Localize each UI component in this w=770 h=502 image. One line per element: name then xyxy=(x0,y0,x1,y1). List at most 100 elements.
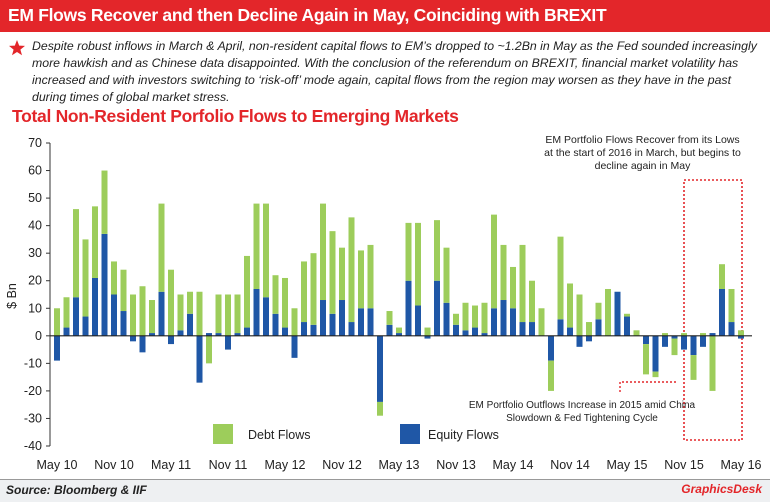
x-tick-label: May 11 xyxy=(151,458,191,472)
bar-segment xyxy=(567,327,573,336)
bar-segment xyxy=(595,319,602,336)
x-tick-label: Nov 11 xyxy=(209,458,248,472)
bar-segment xyxy=(111,294,117,336)
bar-segment xyxy=(158,203,165,292)
bar-segment xyxy=(614,291,621,336)
legend-swatch xyxy=(400,424,420,444)
bar-segment xyxy=(358,250,364,309)
bar-segment xyxy=(700,333,706,336)
legend-label: Debt Flows xyxy=(248,428,311,442)
bar-segment xyxy=(101,170,108,234)
bar-segment xyxy=(576,294,583,336)
x-tick-label: Nov 14 xyxy=(550,458,590,472)
bar-segment xyxy=(424,327,431,336)
bar-segment xyxy=(291,335,298,358)
bar-segment xyxy=(120,311,127,336)
title-banner xyxy=(0,0,770,32)
bar-segment xyxy=(709,333,716,336)
bar-segment xyxy=(481,302,488,334)
bar-segment xyxy=(434,220,440,281)
bar-segment xyxy=(719,264,725,289)
y-tick-label: 20 xyxy=(28,274,42,288)
y-tick-label: -40 xyxy=(24,439,42,453)
bar-segment xyxy=(624,313,630,317)
bar-segment xyxy=(101,233,108,336)
bar-segment xyxy=(234,294,241,334)
bar-segment xyxy=(54,335,60,361)
y-tick-label: -30 xyxy=(24,411,42,425)
bar-segment xyxy=(405,222,412,281)
x-tick-label: May 10 xyxy=(37,458,78,472)
bar-segment xyxy=(671,335,678,339)
legend-label: Equity Flows xyxy=(428,428,499,442)
bar-segment xyxy=(567,283,573,328)
bar-segment xyxy=(377,335,383,402)
bar-segment xyxy=(82,316,89,336)
bar-segment xyxy=(120,269,127,312)
bar-segment xyxy=(73,297,79,336)
bar-segment xyxy=(215,333,222,336)
y-tick-label: 60 xyxy=(28,164,42,178)
bar-segment xyxy=(557,236,564,320)
bar-segment xyxy=(130,335,136,342)
bar-segment xyxy=(681,335,687,350)
bar-segment xyxy=(415,305,421,336)
bar-segment xyxy=(548,360,554,391)
bar-segment xyxy=(348,322,355,336)
bar-segment xyxy=(63,297,70,328)
bar-segment xyxy=(310,324,317,336)
bar-segment xyxy=(643,335,649,345)
bar-segment xyxy=(586,335,592,342)
x-tick-label: May 16 xyxy=(721,458,762,472)
bar-segment xyxy=(472,305,478,328)
bar-segment xyxy=(405,280,412,336)
bar-segment xyxy=(177,294,184,331)
bar-segment xyxy=(206,333,212,336)
bar-segment xyxy=(329,313,336,336)
bar-segment xyxy=(177,330,184,336)
bar-segment xyxy=(244,255,250,328)
bar-segment xyxy=(225,335,231,350)
bar-segment xyxy=(738,335,744,339)
legend-swatch xyxy=(213,424,233,444)
bar-segment xyxy=(139,335,146,353)
y-tick-label: 70 xyxy=(28,136,42,150)
x-tick-label: May 14 xyxy=(493,458,534,472)
bar-segment xyxy=(130,294,136,336)
bar-segment xyxy=(225,294,231,336)
bar-segment xyxy=(139,286,146,336)
bar-segment xyxy=(671,338,678,356)
bar-segment xyxy=(348,217,355,323)
bar-segment xyxy=(168,335,174,345)
bar-segment xyxy=(149,300,155,334)
logo: GraphicsDesk xyxy=(681,482,762,496)
page-title: EM Flows Recover and then Decline Again … xyxy=(8,5,607,25)
bar-segment xyxy=(462,302,469,331)
bar-segment xyxy=(643,344,649,375)
bar-segment xyxy=(690,355,697,380)
bar-segment xyxy=(196,335,203,383)
bar-segment xyxy=(529,280,535,323)
bar-segment xyxy=(443,302,450,336)
bar-segment xyxy=(272,275,279,314)
bar-segment xyxy=(690,335,697,356)
y-tick-label: 40 xyxy=(28,219,42,233)
footer-band xyxy=(0,479,770,502)
bar-segment xyxy=(595,302,602,320)
bar-segment xyxy=(54,308,60,336)
bar-segment xyxy=(291,308,298,336)
bar-segment xyxy=(662,335,668,347)
bar-segment xyxy=(576,335,583,347)
bar-segment xyxy=(548,335,554,361)
bar-segment xyxy=(282,277,288,328)
y-tick-label: 0 xyxy=(35,329,42,343)
highlight-bracket xyxy=(619,381,678,392)
bar-segment xyxy=(728,322,735,336)
bar-segment xyxy=(719,288,725,336)
bullet-star xyxy=(9,40,25,56)
bar-segment xyxy=(557,319,564,336)
bar-segment xyxy=(652,335,659,372)
bar-segment xyxy=(728,288,735,323)
bar-segment xyxy=(681,333,687,336)
bar-segment xyxy=(282,327,288,336)
